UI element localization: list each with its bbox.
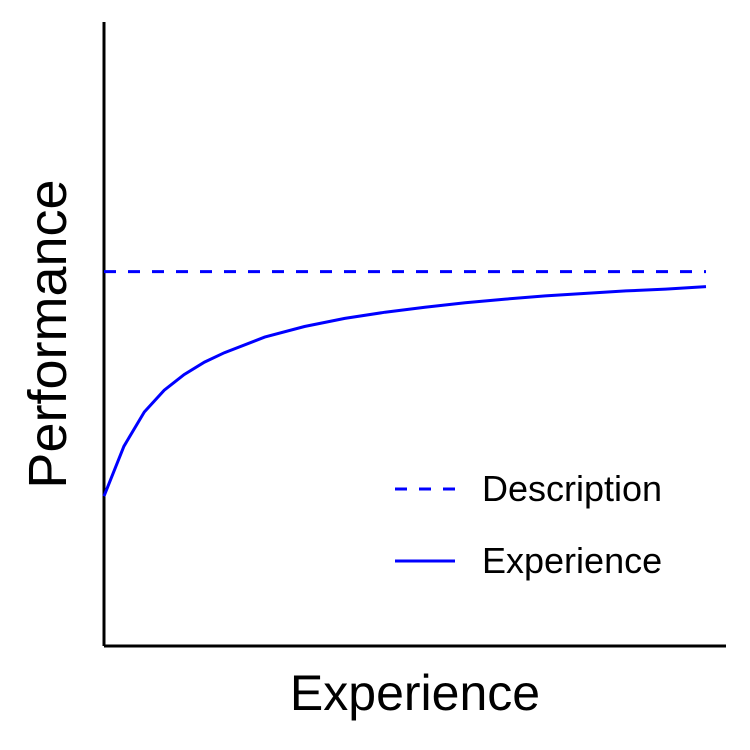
- series-layer: [102, 270, 707, 497]
- series-line-experience: [102, 285, 707, 497]
- y-axis-title: Performance: [18, 179, 78, 488]
- x-axis-title: Experience: [290, 665, 540, 721]
- legend: Description Experience: [395, 468, 662, 581]
- legend-label-experience: Experience: [482, 540, 662, 581]
- legend-label-description: Description: [482, 468, 662, 509]
